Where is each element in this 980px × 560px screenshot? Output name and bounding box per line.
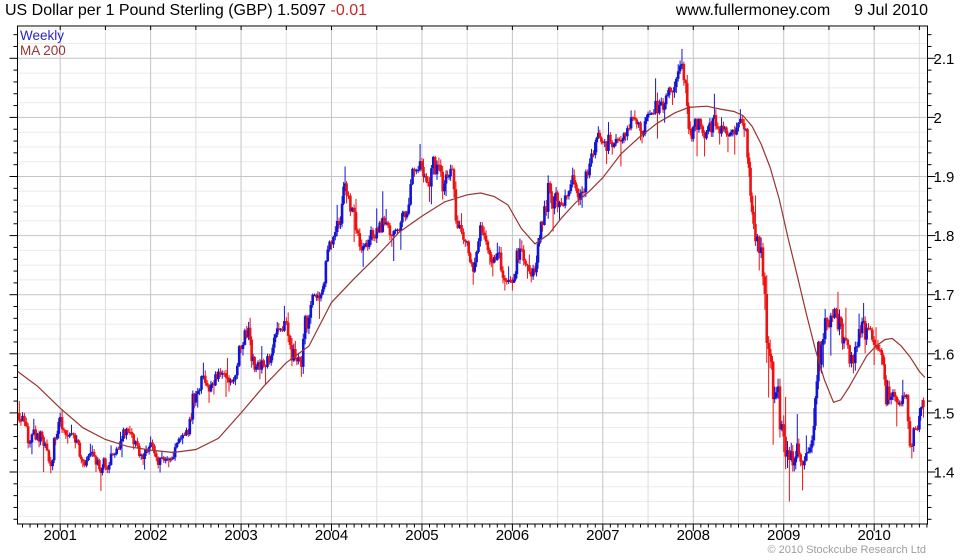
x-axis-labels: 2001 2002 2003 2004 2005 2006 2007 2008 2009 2010 <box>44 527 891 544</box>
y-axis-labels: 2.1 2 1.9 1.8 1.7 1.6 1.5 1.4 <box>934 51 955 482</box>
y-axis-label: 1.9 <box>934 169 955 186</box>
x-axis-label: 2002 <box>134 527 167 544</box>
y-axis-label: 2 <box>934 110 942 127</box>
legend-weekly: Weekly <box>20 28 65 43</box>
x-axis-label: 2008 <box>677 527 710 544</box>
y-axis-label: 1.4 <box>934 465 955 482</box>
price-change: -0.01 <box>330 2 367 19</box>
x-axis-label: 2004 <box>315 527 348 544</box>
x-axis-label: 2006 <box>496 527 529 544</box>
legend-ma200: MA 200 <box>20 43 66 58</box>
x-axis-label: 2009 <box>767 527 800 544</box>
plot-frame <box>17 25 928 525</box>
y-axis-label: 1.7 <box>934 287 955 304</box>
chart-date: 9 Jul 2010 <box>854 2 928 19</box>
y-axis-label: 1.5 <box>934 405 955 422</box>
axis-ticks <box>9 26 936 531</box>
instrument-title: US Dollar per 1 Pound Sterling (GBP) 1.5… <box>5 2 327 19</box>
y-axis-label: 2.1 <box>934 51 955 68</box>
header-right: www.fullermoney.com 9 Jul 2010 <box>676 2 928 20</box>
grid-major <box>17 26 928 524</box>
chart-legend: Weekly MA 200 <box>20 28 66 58</box>
y-axis-label: 1.6 <box>934 346 955 363</box>
ma-200-line <box>17 105 926 454</box>
copyright-notice: © 2010 Stockcube Research Ltd <box>767 544 926 556</box>
page-title: US Dollar per 1 Pound Sterling (GBP) 1.5… <box>5 2 367 20</box>
price-bars <box>18 48 925 502</box>
x-axis-label: 2010 <box>857 527 890 544</box>
y-axis-label: 1.8 <box>934 228 955 245</box>
x-axis-label: 2007 <box>586 527 619 544</box>
x-axis-label: 2001 <box>44 527 77 544</box>
x-axis-label: 2003 <box>224 527 257 544</box>
x-axis-label: 2005 <box>405 527 438 544</box>
site-url: www.fullermoney.com <box>675 2 831 19</box>
